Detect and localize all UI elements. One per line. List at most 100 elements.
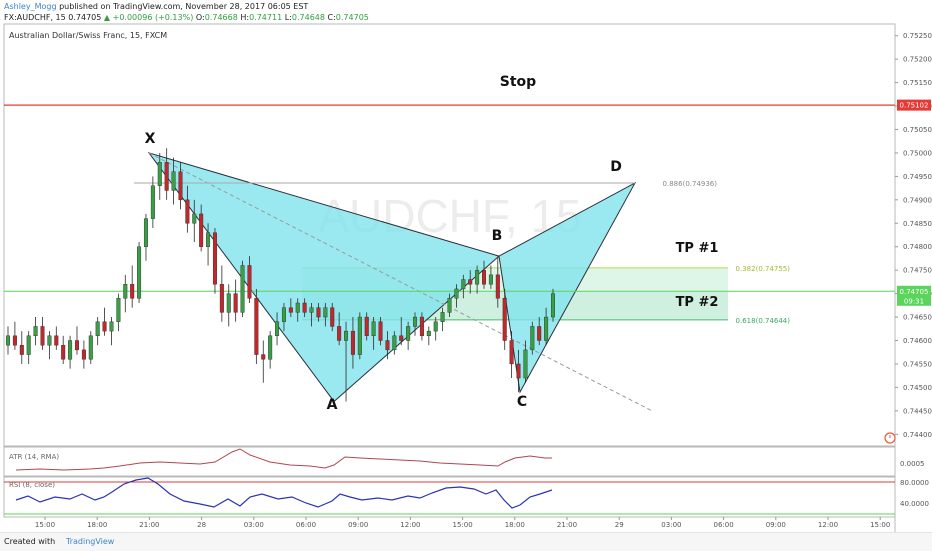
candle[interactable] [261,340,266,383]
candle[interactable] [137,242,142,303]
candle[interactable] [281,302,286,332]
candle[interactable] [302,298,307,318]
candle[interactable] [47,331,52,360]
candle[interactable] [95,317,100,346]
candle[interactable] [406,321,411,350]
candle-body [116,298,121,322]
candle[interactable] [240,260,245,318]
tradingview-brand-link[interactable]: TradingView [66,537,115,546]
candle[interactable] [275,312,280,346]
symbol-line: FX:AUDCHF, 15 0.74705 ▲ +0.00096 (+0.13%… [4,12,369,23]
candle[interactable] [461,274,466,299]
candle[interactable] [192,199,197,243]
candle[interactable] [344,321,349,402]
candle[interactable] [150,176,155,228]
candle[interactable] [426,326,431,346]
candle[interactable] [447,293,452,318]
candle[interactable] [378,317,383,346]
tp1-annotation: TP #1 [676,241,719,256]
candle[interactable] [392,331,397,355]
candle[interactable] [323,302,328,327]
candle[interactable] [364,312,369,341]
candle[interactable] [254,288,259,364]
candle[interactable] [12,321,17,350]
candle[interactable] [212,227,217,294]
candle[interactable] [544,307,549,346]
candle[interactable] [495,256,500,308]
candle-body [302,302,307,313]
candle[interactable] [26,331,31,364]
price-axis[interactable]: 0.752500.752000.751500.751000.750500.750… [895,32,932,439]
candle[interactable] [164,148,169,200]
candle[interactable] [454,284,459,308]
candle[interactable] [68,335,73,369]
time-tick-label: 03:00 [661,521,681,529]
chart-svg[interactable]: 0.752500.752000.751500.751000.750500.750… [0,0,932,532]
candle-body [88,335,93,360]
candle[interactable] [233,279,238,322]
candle[interactable] [502,288,507,350]
candle[interactable] [509,331,514,379]
main-pane[interactable] [3,23,896,447]
time-tick-label: 21:00 [557,521,577,529]
candle[interactable] [61,335,66,364]
candle[interactable] [516,349,521,393]
candle[interactable] [143,213,148,261]
candle-body [192,213,197,224]
atr-pane[interactable] [3,446,896,477]
candle[interactable] [357,312,362,360]
candle[interactable] [488,265,493,289]
candle[interactable] [433,317,438,341]
candle[interactable] [178,162,183,210]
candle[interactable] [74,326,79,355]
candle[interactable] [413,312,418,336]
candle[interactable] [19,331,24,364]
candle[interactable] [171,157,176,205]
candle[interactable] [247,256,252,303]
candle[interactable] [337,312,342,346]
candle[interactable] [109,317,114,346]
last-price: 0.74705 [68,13,102,22]
candle[interactable] [468,270,473,294]
price-tick-label: 0.75000 [903,149,932,157]
candle[interactable] [268,331,273,369]
candle[interactable] [523,340,528,383]
rsi-pane[interactable] [3,476,896,518]
time-axis[interactable]: 15:00 18:00 21:00 28 03:00 06:00 09:00 12:00 15:… [35,517,890,529]
candle[interactable] [309,302,314,327]
candle[interactable] [102,307,107,336]
candle[interactable] [157,152,162,200]
candle[interactable] [330,302,335,332]
candle-body [226,293,231,313]
candle[interactable] [399,317,404,346]
candle[interactable] [88,331,93,364]
candle[interactable] [5,326,10,355]
candle[interactable] [295,298,300,322]
candle[interactable] [219,265,224,322]
candle[interactable] [116,293,121,332]
candle[interactable] [350,317,355,369]
candle[interactable] [551,288,556,322]
candle[interactable] [385,331,390,360]
candle[interactable] [81,340,86,369]
candle[interactable] [33,317,38,346]
candle[interactable] [419,312,424,341]
candle[interactable] [288,298,293,318]
candle[interactable] [482,260,487,289]
author-link[interactable]: Ashley_Mogg [4,2,57,11]
candle[interactable] [206,223,211,266]
candle[interactable] [537,317,542,346]
candle[interactable] [530,321,535,355]
candle[interactable] [440,307,445,332]
candle[interactable] [54,326,59,350]
candle[interactable] [199,204,204,252]
candle[interactable] [40,317,45,350]
candles[interactable] [5,148,556,402]
candle[interactable] [130,265,135,308]
candle[interactable] [123,274,128,313]
candle[interactable] [316,302,321,322]
candle[interactable] [475,265,480,294]
candle[interactable] [185,185,190,233]
candle[interactable] [226,284,231,327]
candle[interactable] [371,317,376,350]
